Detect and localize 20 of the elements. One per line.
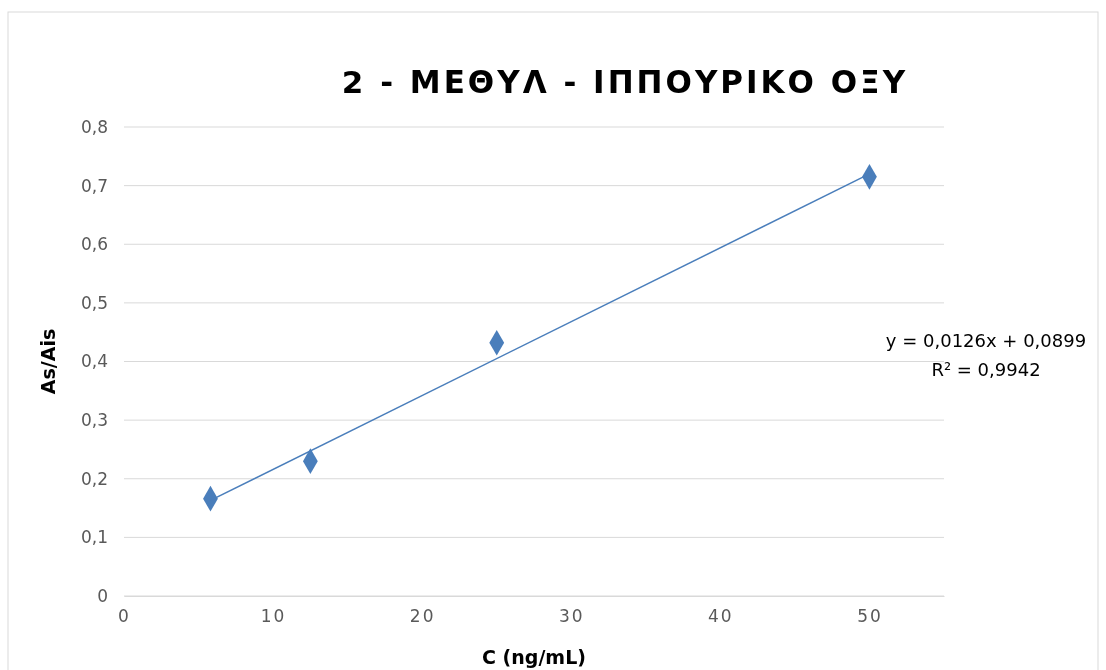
y-tick-label: 0,2: [80, 468, 108, 489]
x-tick-label: 10: [260, 606, 287, 627]
x-tick-label: 40: [708, 606, 734, 627]
y-tick-label: 0,3: [80, 410, 108, 431]
y-tick-label: 0,6: [80, 234, 108, 255]
y-tick-label: 0,8: [80, 116, 108, 137]
chart-title: 2 - ΜΕΘΥΛ - ΙΠΠΟΥΡΙΚΟ ΟΞΥ: [341, 64, 909, 100]
x-tick-label: 50: [857, 606, 883, 627]
y-tick-label: 0,5: [80, 292, 108, 313]
annotation: R² = 0,9942: [931, 359, 1041, 380]
x-axis-title: C (ng/mL): [482, 646, 586, 668]
x-tick-label: 30: [558, 606, 585, 627]
y-tick-label: 0,4: [80, 351, 108, 372]
x-tick-label: 20: [409, 606, 436, 627]
y-tick-label: 0,7: [80, 175, 108, 196]
y-axis-title: As/Ais: [37, 328, 59, 395]
y-tick-label: 0: [97, 585, 108, 606]
annotation: y = 0,0126x + 0,0899: [885, 330, 1087, 351]
y-tick-label: 0,1: [80, 527, 108, 548]
x-tick-label: 0: [118, 606, 131, 627]
